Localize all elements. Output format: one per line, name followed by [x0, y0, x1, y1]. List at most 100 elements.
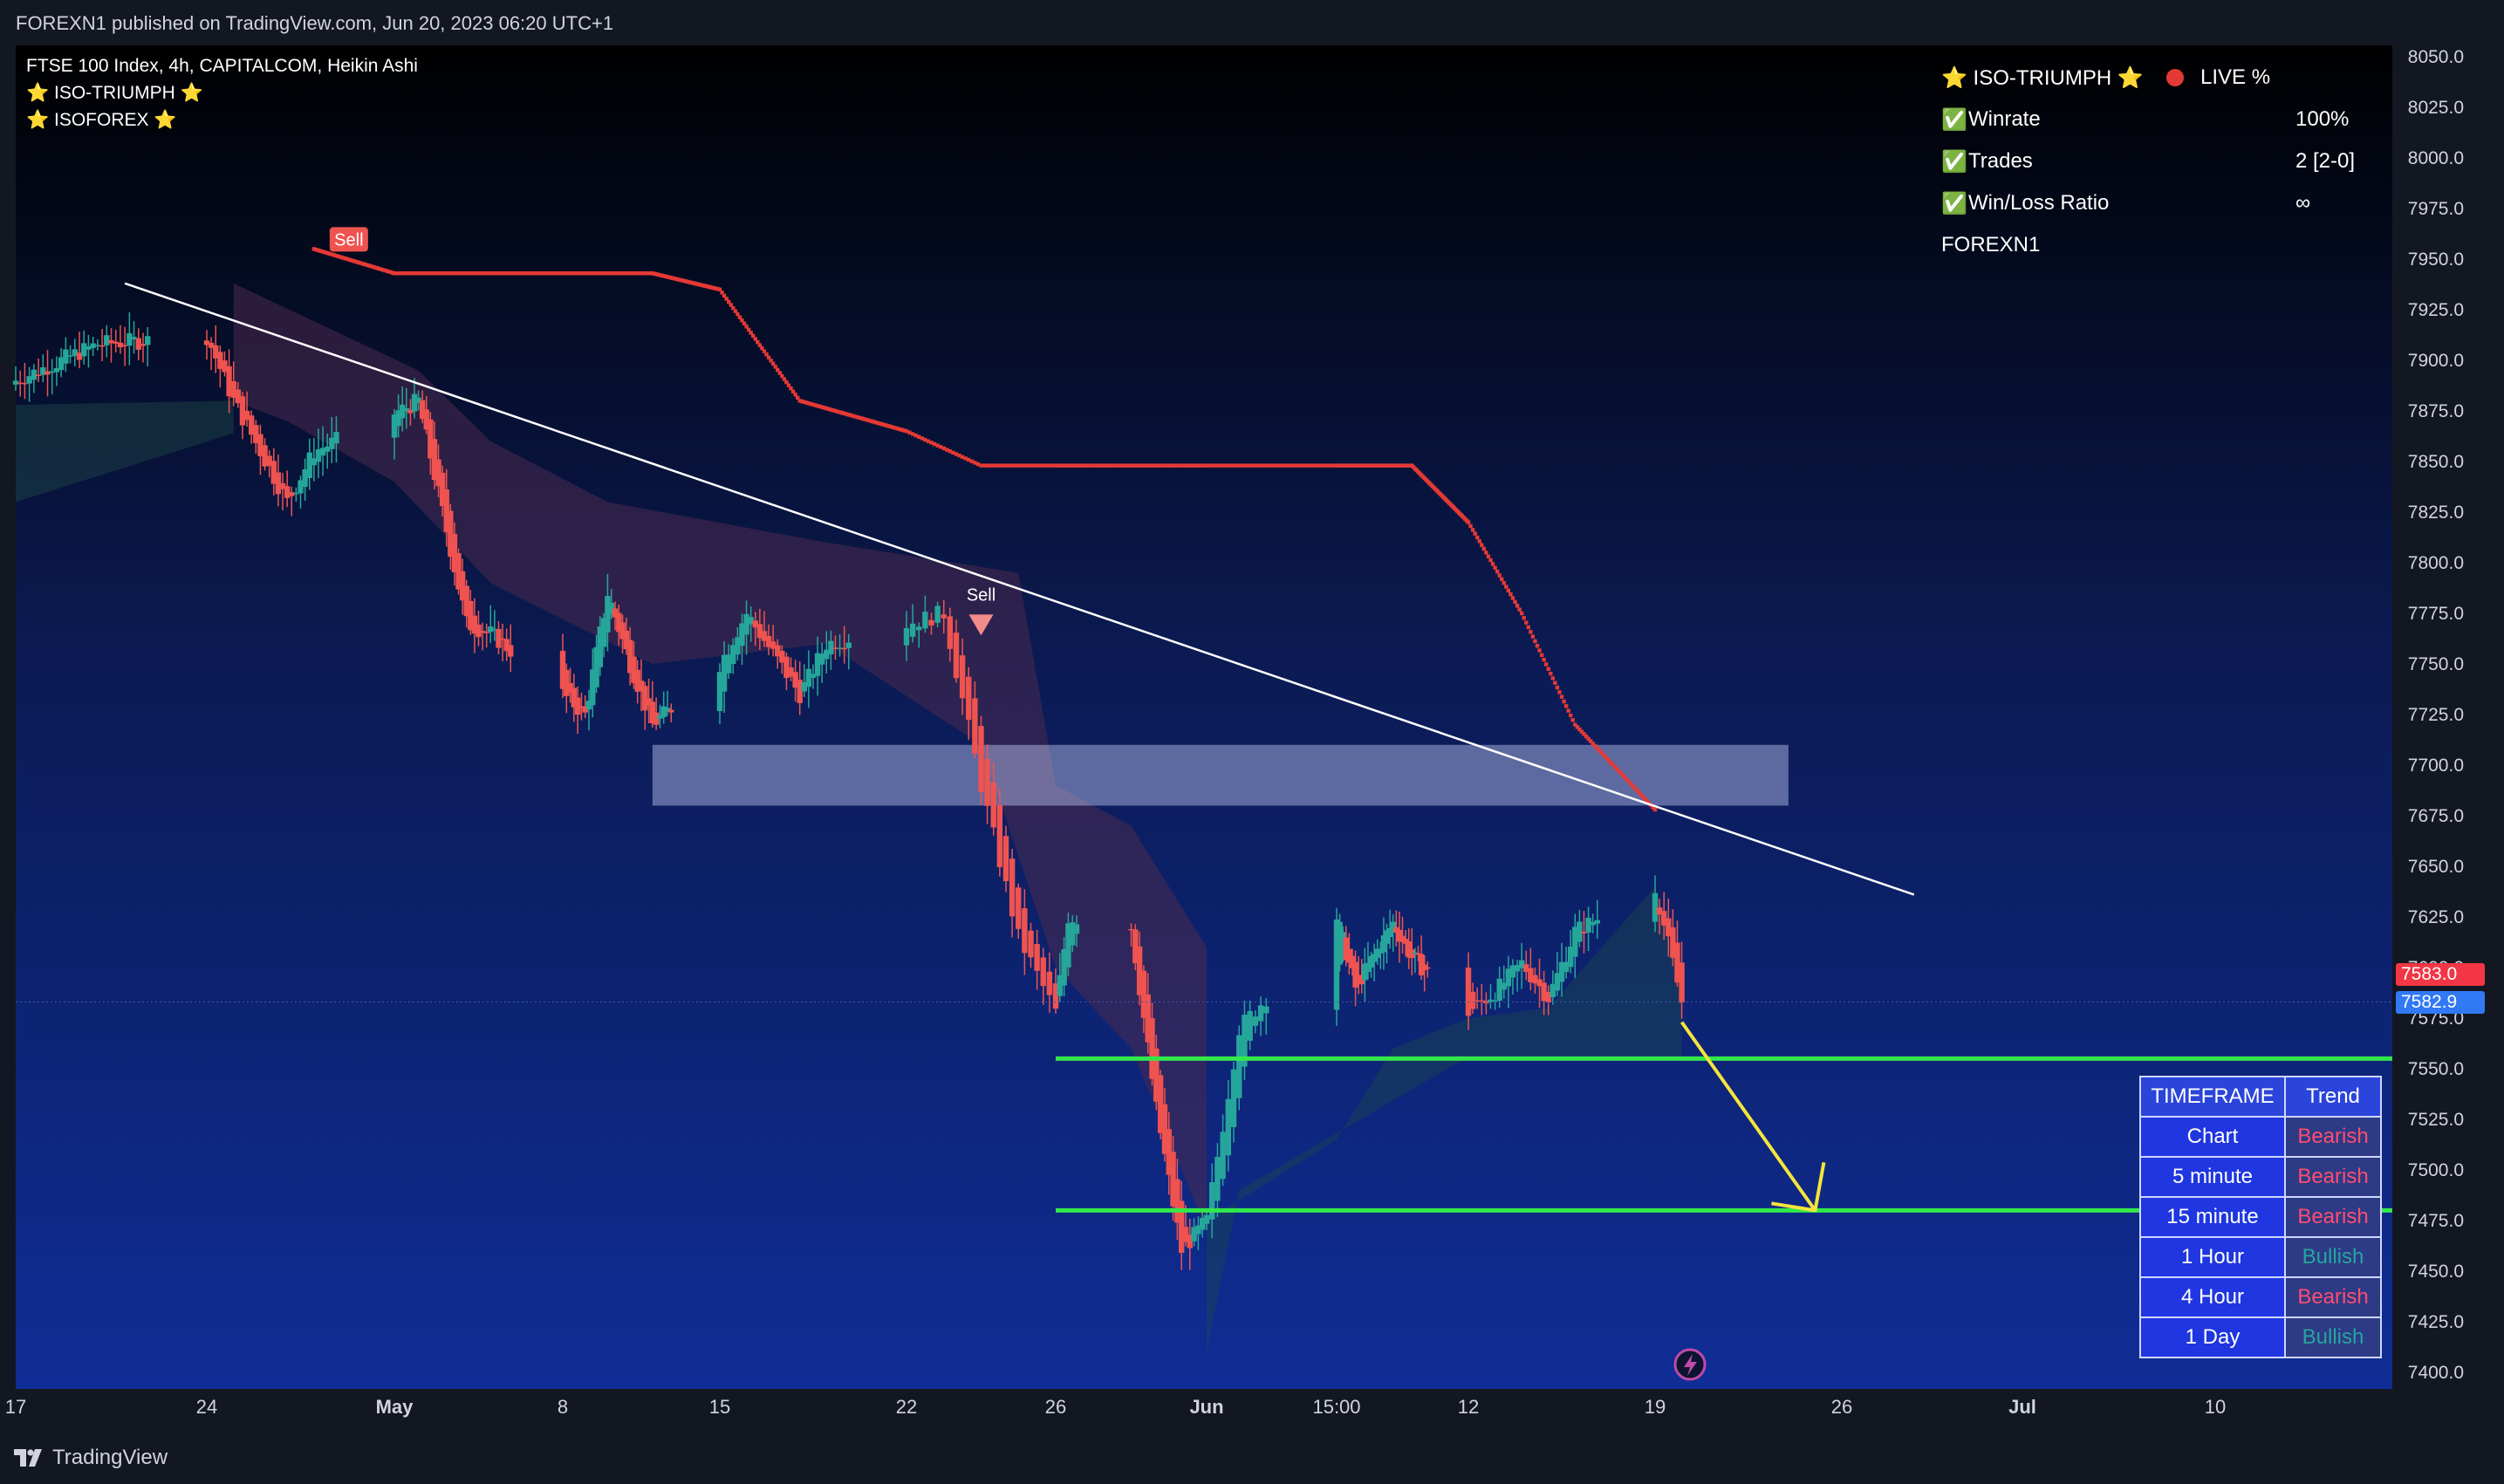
trailing-stop-dot [895, 427, 900, 431]
candle-body [1393, 927, 1399, 933]
trailing-stop-dot [1165, 463, 1169, 468]
projection-arrow[interactable] [1680, 1021, 1817, 1212]
trailing-stop-dot [1207, 463, 1212, 468]
trailing-stop-dot [1253, 463, 1258, 468]
candle-body [1505, 968, 1512, 987]
candle-body [1257, 1005, 1264, 1022]
candle-body [725, 654, 732, 674]
tradingview-brand[interactable]: TradingView [14, 1445, 168, 1471]
trailing-stop-dot [1091, 463, 1096, 468]
trend-cell: Bearish [2284, 1156, 2382, 1198]
trailing-stop-dot [546, 271, 551, 276]
trailing-stop-dot [1573, 722, 1577, 727]
candle-body [571, 687, 578, 708]
y-tick-label: 7400.0 [2408, 1363, 2464, 1383]
trailing-stop-dot [1495, 569, 1500, 574]
candle-body [1567, 947, 1574, 968]
y-tick-label: 7500.0 [2408, 1160, 2464, 1180]
trailing-stop-dot [1477, 539, 1481, 544]
candle-body [293, 492, 299, 495]
trailing-stop-dot [1234, 463, 1239, 468]
trailing-stop-dot [514, 271, 519, 276]
trailing-stop-dot [1204, 463, 1209, 468]
y-tick-label: 7875.0 [2408, 401, 2464, 421]
trailing-stop-dot [1171, 463, 1175, 468]
trailing-stop-dot [340, 256, 345, 260]
trailing-stop-dot [1218, 463, 1222, 468]
trailing-stop-dot [1031, 463, 1036, 468]
candle-body [1061, 948, 1067, 986]
trailing-stop-dot [1223, 463, 1228, 468]
trailing-stop-dot [314, 247, 318, 252]
candle-body [1425, 967, 1431, 969]
candle-body [1581, 931, 1587, 933]
trailing-stop-dot [1289, 463, 1293, 468]
trailing-stop-dot [1615, 767, 1619, 772]
x-tick-label: 26 [1831, 1396, 1852, 1418]
candle-body [1488, 999, 1494, 1002]
trailing-stop-dot [370, 264, 374, 269]
candle-body [439, 472, 446, 507]
y-tick-label: 7475.0 [2408, 1211, 2464, 1231]
trailing-stop-dot [352, 259, 357, 263]
candle-body [664, 708, 671, 712]
trailing-stop-dot [815, 404, 820, 408]
trailing-stop-dot [386, 269, 390, 274]
trailing-stop-dot [520, 271, 525, 276]
candle-body [475, 624, 482, 638]
trailing-stop-dot [551, 271, 555, 276]
candle-body [491, 628, 498, 631]
trailing-stop-dot [492, 271, 497, 276]
trailing-stop-dot [1261, 463, 1266, 468]
trailing-stop-dot [1526, 625, 1530, 630]
trailing-stop-dot [475, 271, 479, 276]
trailing-stop-dot [1095, 463, 1100, 468]
candle-body [44, 371, 51, 375]
candle-body [391, 414, 398, 438]
candle-body [1374, 948, 1380, 958]
symbol-legend[interactable]: FTSE 100 Index, 4h, CAPITALCOM, Heikin A… [26, 56, 418, 76]
trailing-stop-dot [988, 463, 993, 468]
trailing-stop-dot [330, 252, 334, 256]
trailing-stop-dot [960, 455, 965, 459]
trailing-stop-dot [327, 251, 332, 256]
candle-body [35, 374, 42, 377]
trailing-stop-dot [995, 463, 999, 468]
trailing-stop-dot [1187, 463, 1192, 468]
candle-body [311, 458, 318, 466]
trailing-stop-dot [1646, 800, 1651, 805]
trailing-stop-dot [1016, 463, 1021, 468]
live-label: LIVE % [2200, 65, 2271, 89]
trailing-stop-dot [979, 463, 983, 468]
trailing-stop-dot [1084, 463, 1090, 468]
trailing-stop-dot [367, 263, 373, 268]
candle-body [483, 632, 489, 633]
indicator-legend-isoforex[interactable]: ⭐ ISOFOREX ⭐ [26, 110, 177, 130]
lightning-icon[interactable] [1673, 1348, 1707, 1381]
candle-body [631, 656, 637, 683]
trailing-stop-dot [1009, 463, 1015, 468]
trailing-stop-dot [1264, 463, 1269, 468]
candle-body [279, 482, 286, 489]
candle-body [903, 628, 910, 646]
trailing-stop-dot [1517, 607, 1522, 612]
candle-body [1496, 978, 1502, 1001]
candle-body [1046, 971, 1053, 995]
y-tick-label: 7550.0 [2408, 1059, 2464, 1079]
trailing-stop-dot [1515, 604, 1520, 608]
trailing-stop-dot [1226, 463, 1231, 468]
candle-body [1402, 939, 1409, 944]
trailing-stop-dot [1557, 690, 1562, 694]
trailing-stop-dot [1162, 463, 1167, 468]
trend-cell: Bullish [2284, 1316, 2382, 1358]
trailing-stop-dot [753, 337, 757, 341]
trailing-stop-dot [469, 271, 473, 276]
trailing-stop-dot [356, 260, 361, 265]
indicator-legend-iso-triumph[interactable]: ⭐ ISO-TRIUMPH ⭐ [26, 83, 203, 103]
y-tick-label: 7425.0 [2408, 1312, 2464, 1332]
trailing-stop-dot [408, 271, 413, 276]
candle-body [1380, 935, 1387, 953]
candle-body [407, 409, 414, 414]
trendline[interactable] [124, 282, 1915, 896]
